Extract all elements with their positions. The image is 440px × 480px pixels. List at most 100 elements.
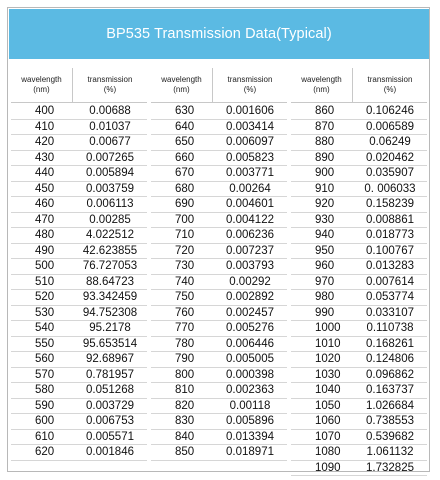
table-row: 840 0.013394 xyxy=(151,430,287,445)
transmission-cell: 0.124806 xyxy=(366,353,414,365)
transmission-cell: 0.004122 xyxy=(226,213,274,226)
wavelength-cell: 1040 xyxy=(315,384,341,396)
data-table-frame: BP535 Transmission Data(Typical) wavelen… xyxy=(7,7,430,476)
table-row: 990 0.033107 xyxy=(291,306,427,321)
table-row: 600 0.006753 xyxy=(11,414,147,430)
table-row: 400 0.00688 xyxy=(11,104,147,120)
wavelength-cell: 950 xyxy=(315,244,335,257)
wavelength-cell: 1030 xyxy=(315,368,341,381)
table-row: 460 0.006113 xyxy=(11,197,147,213)
transmission-cell: 95.653514 xyxy=(82,337,138,350)
transmission-cell: 0.005571 xyxy=(86,430,134,443)
transmission-cell: 0.013394 xyxy=(226,430,274,443)
transmission-cell: 92.68967 xyxy=(86,353,134,365)
wavelength-cell: 980 xyxy=(315,291,335,303)
transmission-cell: 0.053774 xyxy=(366,291,414,303)
table-columns: wavelength (nm) transmission (%) 400 0.00688 4… xyxy=(9,68,429,476)
transmission-cell: 0.003771 xyxy=(226,167,274,179)
table-row: 850 0.018971 xyxy=(151,445,287,461)
wavelength-cell: 460 xyxy=(35,198,55,210)
table-row: 420 0.00677 xyxy=(11,135,147,151)
transmission-cell: 0.006589 xyxy=(366,120,414,133)
wavelength-cell: 690 xyxy=(175,198,195,210)
wavelength-cell: 400 xyxy=(35,105,55,117)
transmission-cell: 0.018971 xyxy=(226,446,274,458)
wavelength-cell: 1090 xyxy=(315,461,341,474)
wavelength-cell: 490 xyxy=(35,244,55,257)
table-row: 500 76.727053 xyxy=(11,259,147,275)
wavelength-cell: 590 xyxy=(35,399,55,412)
table-row: 650 0.006097 xyxy=(151,135,287,151)
wavelength-cell: 1080 xyxy=(315,446,341,458)
table-row: 1040 0.163737 xyxy=(291,383,427,399)
column-header: wavelength (nm) transmission (%) xyxy=(291,68,427,102)
table-row: 1030 0.096862 xyxy=(291,368,427,383)
wavelength-header: wavelength (nm) xyxy=(151,68,213,102)
table-row: 1020 0.124806 xyxy=(291,352,427,368)
table-row: 580 0.051268 xyxy=(11,383,147,399)
transmission-cell: 0.738553 xyxy=(366,415,414,427)
wavelength-cell: 650 xyxy=(175,136,195,148)
table-row: 640 0.003414 xyxy=(151,120,287,135)
wavelength-cell: 990 xyxy=(315,306,335,319)
transmission-cell: 93.342459 xyxy=(82,291,138,303)
table-row: 540 95.2178 xyxy=(11,321,147,337)
table-row: 720 0.007237 xyxy=(151,244,287,259)
transmission-cell: 0.020462 xyxy=(366,151,414,164)
wavelength-cell: 580 xyxy=(35,384,55,396)
wavelength-cell: 450 xyxy=(35,182,55,195)
transmission-cell: 0.003414 xyxy=(226,120,274,133)
table-row: 1090 1.732825 xyxy=(291,461,427,476)
wavelength-cell: 530 xyxy=(35,306,55,319)
transmission-cell: 0.01037 xyxy=(89,120,131,133)
transmission-cell: 0.007237 xyxy=(226,244,274,257)
table-row: 940 0.018773 xyxy=(291,228,427,244)
column-header: wavelength (nm) transmission (%) xyxy=(151,68,287,102)
table-row: 450 0.003759 xyxy=(11,182,147,197)
transmission-cell: 0.539682 xyxy=(366,430,414,443)
table-row: 780 0.006446 xyxy=(151,337,287,352)
wavelength-cell: 610 xyxy=(35,430,55,443)
transmission-cell: 0.001846 xyxy=(86,446,134,458)
transmission-cell: 0.018773 xyxy=(366,229,414,241)
wavelength-cell: 1020 xyxy=(315,353,341,365)
table-row: 1070 0.539682 xyxy=(291,430,427,445)
wavelength-cell: 890 xyxy=(315,151,335,164)
wavelength-cell: 860 xyxy=(315,105,335,117)
table-rows: 400 0.00688 410 0.01037 420 0.00677 430 0.00726… xyxy=(11,104,147,461)
transmission-cell: 0.00118 xyxy=(229,399,271,412)
header-divider xyxy=(11,102,147,103)
table-row: 520 93.342459 xyxy=(11,290,147,306)
wavelength-cell: 620 xyxy=(35,446,55,458)
table-row: 830 0.005896 xyxy=(151,414,287,430)
table-row: 710 0.006236 xyxy=(151,228,287,244)
table-row: 670 0.003771 xyxy=(151,166,287,182)
wavelength-cell: 900 xyxy=(315,167,335,179)
table-column-group: wavelength (nm) transmission (%) 630 0.001606… xyxy=(149,68,289,472)
wavelength-cell: 560 xyxy=(35,353,55,365)
transmission-cell: 0.00285 xyxy=(89,213,131,226)
wavelength-header: wavelength (nm) xyxy=(291,68,353,102)
table-row: 700 0.004122 xyxy=(151,213,287,228)
table-column-group: wavelength (nm) transmission (%) 860 0.106246… xyxy=(289,68,429,476)
transmission-cell: 0.168261 xyxy=(366,337,414,350)
wavelength-cell: 500 xyxy=(35,260,55,272)
transmission-cell: 0.781957 xyxy=(86,368,134,381)
table-row: 730 0.003793 xyxy=(151,259,287,275)
transmission-cell: 0.005276 xyxy=(226,322,274,334)
transmission-cell: 0.163737 xyxy=(366,384,414,396)
wavelength-cell: 470 xyxy=(35,213,55,226)
table-row: 470 0.00285 xyxy=(11,213,147,228)
wavelength-cell: 910 xyxy=(315,182,335,195)
wavelength-cell: 440 xyxy=(35,167,55,179)
wavelength-cell: 960 xyxy=(315,260,335,272)
wavelength-cell: 730 xyxy=(175,260,195,272)
transmission-cell: 0.007265 xyxy=(86,151,134,164)
header-divider xyxy=(291,102,427,103)
transmission-cell: 0.00264 xyxy=(229,182,271,195)
table-row: 760 0.002457 xyxy=(151,306,287,321)
wavelength-cell: 640 xyxy=(175,120,195,133)
transmission-cell: 0.000398 xyxy=(226,368,274,381)
transmission-cell: 0.00688 xyxy=(89,105,131,117)
wavelength-cell: 520 xyxy=(35,291,55,303)
